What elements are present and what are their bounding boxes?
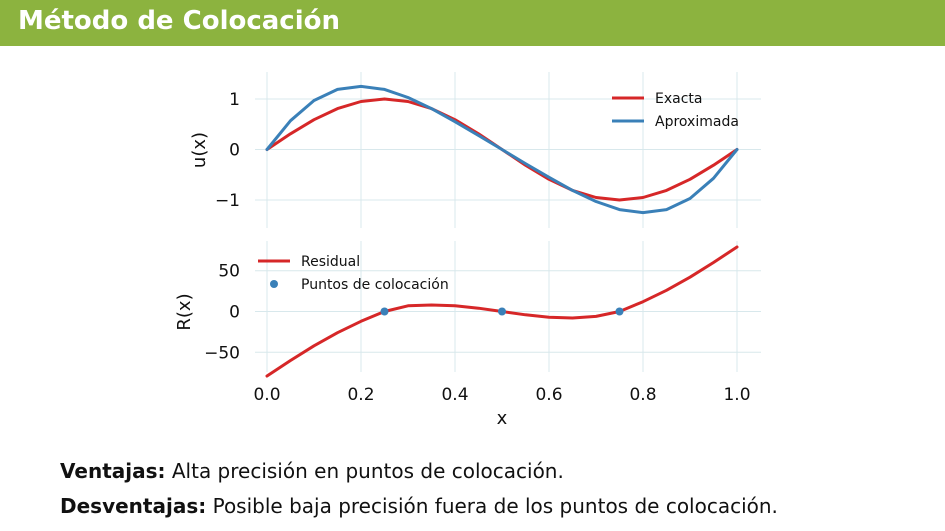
disadvantages-line: Desventajas: Posible baja precisión fuer…	[60, 494, 778, 518]
legend-marker	[270, 280, 278, 288]
collocation-point	[498, 307, 506, 316]
advantages-label: Ventajas:	[60, 459, 166, 483]
y-tick-label: 1	[229, 90, 240, 110]
disadvantages-label: Desventajas:	[60, 494, 207, 518]
chart-panel-1	[255, 72, 761, 228]
legend-label: Exacta	[655, 91, 702, 107]
advantages-text: Alta precisión en puntos de colocación.	[171, 459, 564, 483]
x-tick-label: 0.6	[535, 385, 562, 405]
slide-title: Método de Colocación	[18, 6, 340, 36]
y-tick-label: 0	[229, 141, 240, 161]
title-bar: Método de Colocación	[0, 0, 945, 46]
advantages-line: Ventajas: Alta precisión en puntos de co…	[60, 459, 564, 483]
x-tick-label: 0.0	[253, 385, 280, 405]
y-axis-label: u(x)	[189, 132, 210, 168]
x-tick-label: 0.8	[629, 385, 656, 405]
legend-label: Residual	[301, 254, 360, 270]
legend-label: Aproximada	[655, 114, 739, 130]
chart-panel-2	[255, 241, 761, 378]
y-axis-label: R(x)	[174, 293, 195, 330]
x-tick-label: 1.0	[723, 385, 750, 405]
disadvantages-text: Posible baja precisión fuera de los punt…	[212, 494, 778, 518]
y-tick-label: 50	[218, 262, 240, 282]
collocation-point	[380, 307, 389, 316]
y-tick-label: −50	[204, 343, 240, 363]
y-tick-label: −1	[215, 191, 240, 211]
x-tick-label: 0.4	[441, 385, 468, 405]
series-line-aproximada	[265, 84, 739, 215]
y-tick-label: 0	[229, 303, 240, 323]
collocation-point	[615, 307, 624, 316]
x-tick-label: 0.2	[347, 385, 374, 405]
legend-label: Puntos de colocación	[301, 277, 449, 293]
x-axis-label: x	[497, 408, 508, 429]
